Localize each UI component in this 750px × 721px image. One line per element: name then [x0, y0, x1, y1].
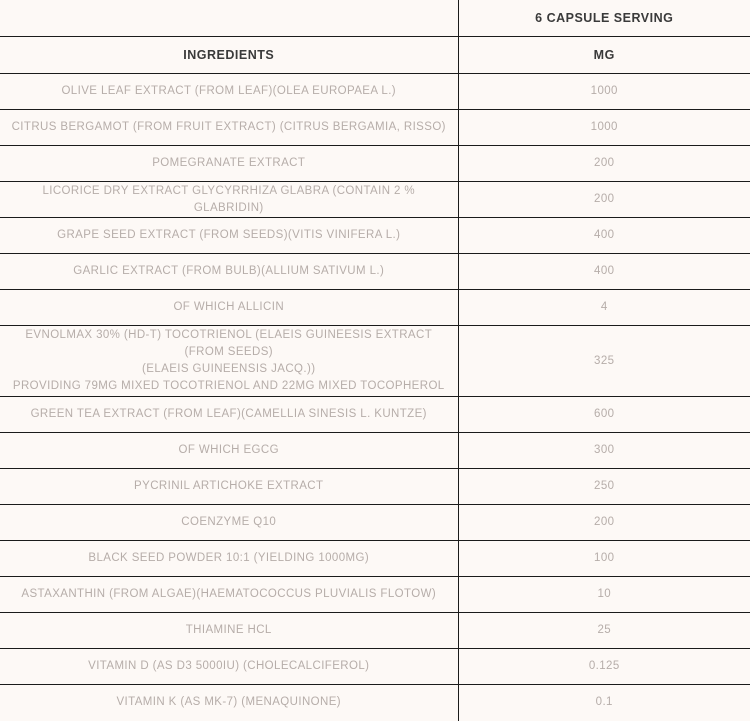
column-header-ingredients: INGREDIENTS — [0, 36, 459, 74]
ingredient-amount-mg: 300 — [458, 432, 750, 469]
ingredient-name: GARLIC EXTRACT (FROM BULB)(ALLIUM SATIVU… — [0, 253, 459, 290]
ingredient-amount-mg: 10 — [458, 576, 750, 613]
table-row: OF WHICH ALLICIN 4 — [0, 289, 750, 326]
table-row: POMEGRANATE EXTRACT 200 — [0, 145, 750, 182]
table-body: OLIVE LEAF EXTRACT (FROM LEAF)(OLEA EURO… — [0, 73, 750, 721]
table-row: EVNOLMAX 30% (HD-T) TOCOTRIENOL (ELAEIS … — [0, 325, 750, 397]
ingredient-name: GREEN TEA EXTRACT (FROM LEAF)(CAMELLIA S… — [0, 396, 459, 433]
ingredient-amount-mg: 200 — [458, 504, 750, 541]
serving-banner-spacer — [0, 0, 459, 37]
ingredient-name: OLIVE LEAF EXTRACT (FROM LEAF)(OLEA EURO… — [0, 73, 459, 110]
ingredient-name: ASTAXANTHIN (FROM ALGAE)(HAEMATOCOCCUS P… — [0, 576, 459, 613]
column-header-mg: MG — [458, 36, 750, 74]
ingredient-amount-mg: 25 — [458, 612, 750, 649]
ingredient-name: VITAMIN D (AS D3 5000IU) (CHOLECALCIFERO… — [0, 648, 459, 685]
table-row: GREEN TEA EXTRACT (FROM LEAF)(CAMELLIA S… — [0, 396, 750, 433]
ingredient-amount-mg: 200 — [458, 145, 750, 182]
ingredient-amount-mg: 0.1 — [458, 684, 750, 721]
ingredient-amount-mg: 250 — [458, 468, 750, 505]
ingredient-name: GRAPE SEED EXTRACT (FROM SEEDS)(VITIS VI… — [0, 217, 459, 254]
ingredient-amount-mg: 0.125 — [458, 648, 750, 685]
ingredient-amount-mg: 4 — [458, 289, 750, 326]
table-row: ASTAXANTHIN (FROM ALGAE)(HAEMATOCOCCUS P… — [0, 576, 750, 613]
table-row: BLACK SEED POWDER 10:1 (YIELDING 1000MG)… — [0, 540, 750, 577]
serving-banner-row: 6 CAPSULE SERVING — [0, 0, 750, 37]
table-row: LICORICE DRY EXTRACT GLYCYRRHIZA GLABRA … — [0, 181, 750, 218]
table-row: OLIVE LEAF EXTRACT (FROM LEAF)(OLEA EURO… — [0, 73, 750, 110]
serving-banner-label: 6 CAPSULE SERVING — [458, 0, 750, 37]
ingredient-amount-mg: 200 — [458, 181, 750, 218]
ingredient-name: EVNOLMAX 30% (HD-T) TOCOTRIENOL (ELAEIS … — [0, 325, 459, 397]
table-row: GRAPE SEED EXTRACT (FROM SEEDS)(VITIS VI… — [0, 217, 750, 254]
ingredient-amount-mg: 400 — [458, 217, 750, 254]
ingredient-amount-mg: 100 — [458, 540, 750, 577]
table-row: PYCRINIL ARTICHOKE EXTRACT 250 — [0, 468, 750, 505]
column-header-row: INGREDIENTS MG — [0, 36, 750, 74]
ingredient-name: COENZYME Q10 — [0, 504, 459, 541]
table-row: COENZYME Q10 200 — [0, 504, 750, 541]
ingredient-amount-mg: 1000 — [458, 109, 750, 146]
table-row: GARLIC EXTRACT (FROM BULB)(ALLIUM SATIVU… — [0, 253, 750, 290]
ingredient-amount-mg: 400 — [458, 253, 750, 290]
table-row: VITAMIN D (AS D3 5000IU) (CHOLECALCIFERO… — [0, 648, 750, 685]
ingredient-name: OF WHICH ALLICIN — [0, 289, 459, 326]
ingredient-name: LICORICE DRY EXTRACT GLYCYRRHIZA GLABRA … — [0, 181, 459, 218]
ingredient-name: THIAMINE HCL — [0, 612, 459, 649]
ingredient-name: PYCRINIL ARTICHOKE EXTRACT — [0, 468, 459, 505]
ingredient-amount-mg: 1000 — [458, 73, 750, 110]
ingredient-name: BLACK SEED POWDER 10:1 (YIELDING 1000MG) — [0, 540, 459, 577]
table-row: VITAMIN K (AS MK-7) (MENAQUINONE) 0.1 — [0, 684, 750, 721]
ingredient-name: VITAMIN K (AS MK-7) (MENAQUINONE) — [0, 684, 459, 721]
table-row: THIAMINE HCL 25 — [0, 612, 750, 649]
table-row: CITRUS BERGAMOT (FROM FRUIT EXTRACT) (CI… — [0, 109, 750, 146]
table-header: 6 CAPSULE SERVING INGREDIENTS MG — [0, 0, 750, 74]
table-row: OF WHICH EGCG 300 — [0, 432, 750, 469]
ingredient-amount-mg: 325 — [458, 325, 750, 397]
ingredient-name: CITRUS BERGAMOT (FROM FRUIT EXTRACT) (CI… — [0, 109, 459, 146]
ingredient-name: OF WHICH EGCG — [0, 432, 459, 469]
ingredient-amount-mg: 600 — [458, 396, 750, 433]
ingredient-name: POMEGRANATE EXTRACT — [0, 145, 459, 182]
